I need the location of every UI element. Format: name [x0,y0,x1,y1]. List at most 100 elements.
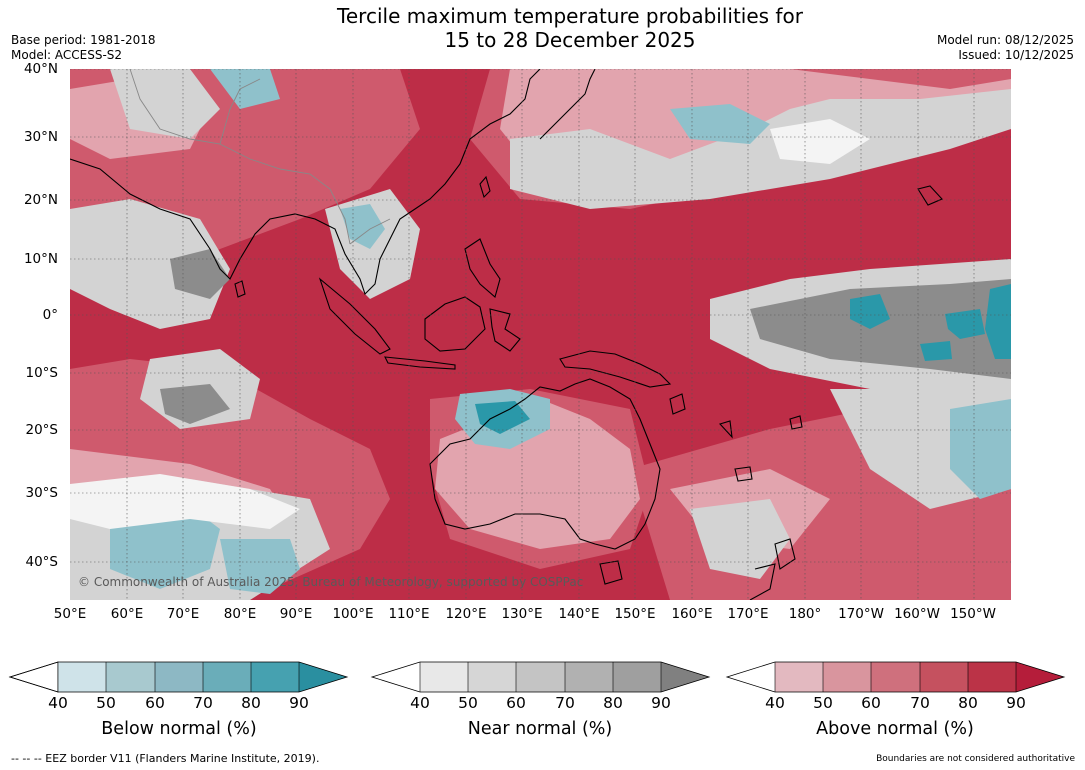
below-normal-label: Below normal (%) [101,719,257,739]
colorbar-segment [106,662,155,692]
solomon-islands-outline [669,393,686,415]
colorbar-tick: 80 [241,694,261,712]
lon-label: 150°E [614,606,656,622]
colorbar-tick: 60 [506,694,526,712]
lat-label: 10°N [23,251,58,267]
colorbar-near-normal [370,661,711,693]
lat-label: 30°S [25,485,59,501]
colorbar-tick: 40 [410,694,430,712]
colorbar-segment [1016,662,1064,692]
model-run-text: Model run: 08/12/2025 [936,33,1074,47]
lon-label: 180° [788,606,822,622]
colorbar-segment [203,662,251,692]
colorbar-tick: 50 [458,694,478,712]
colorbar-tick: 40 [48,694,68,712]
base-period-text: Base period: 1981-2018 [11,33,156,47]
lon-label: 160°E [671,606,713,622]
fiji-outline [789,415,803,430]
lat-label: 40°N [23,61,58,77]
colorbar-segment [775,662,823,692]
sumatra-outline [318,277,391,355]
colorbar-segment [8,661,59,693]
colorbar-segment [155,662,203,692]
lat-label: 30°N [23,129,58,145]
issued-text: Issued: 10/12/2025 [958,48,1074,62]
lon-label: 170°E [727,606,769,622]
colorbar-tick: 70 [555,694,575,712]
lon-label: 160°W [894,606,940,622]
colorbar-tick: 50 [96,694,116,712]
lon-label: 100°E [332,606,374,622]
lat-label: 40°S [25,554,59,570]
java-outline [384,356,456,370]
asia-mainland-coast [70,69,541,296]
new-zealand-south-outline [749,563,776,600]
lon-label: 50°E [53,606,87,622]
lon-label: 140°E [558,606,600,622]
eez-note: -- -- -- EEZ border V11 (Flanders Marine… [11,752,320,765]
lon-label: 170°W [838,606,884,622]
colorbar-above-normal [725,661,1066,693]
model-text: Model: ACCESS-S2 [11,48,123,62]
colorbar-tick: 40 [765,694,785,712]
colorbar-segment [920,662,968,692]
colorbar-legend [8,661,1066,693]
low-probability-regions [70,119,870,529]
colorbar-tick: 80 [958,694,978,712]
probability-map: © Commonwealth of Australia 2025, Bureau… [70,69,1011,600]
colorbar-tick: 70 [193,694,213,712]
sulawesi-outline [489,308,521,352]
boundary-disclaimer: Boundaries are not considered authoritat… [876,754,1075,764]
map-title: Tercile maximum temperature probabilitie… [0,4,1085,52]
lon-label: 80°E [223,606,257,622]
borneo-outline [424,296,486,352]
lat-label: 0° [42,307,58,323]
lon-label: 110°E [388,606,430,622]
lon-label: 150°W [950,606,996,622]
colorbar-tick: 70 [910,694,930,712]
lon-label: 90°E [279,606,313,622]
vanuatu-outline [718,420,733,439]
colorbar-segment [613,662,661,692]
colorbar-tick: 60 [861,694,881,712]
colorbar-segment [299,662,347,692]
colorbar-segment [468,662,516,692]
lon-label: 130°E [501,606,543,622]
tasmania-outline [599,560,623,585]
new-zealand-north-outline [774,538,796,570]
above-normal-label: Above normal (%) [816,719,974,739]
colorbar-segment [58,662,106,692]
title-line-2: 15 to 28 December 2025 [444,28,696,52]
colorbar-segment [871,662,920,692]
copyright-text: © Commonwealth of Australia 2025, Bureau… [78,575,583,589]
lat-label: 20°N [23,192,58,208]
colorbar-segment [565,662,613,692]
lat-label: 20°S [25,422,59,438]
colorbar-tick: 90 [289,694,309,712]
lon-label: 70°E [166,606,200,622]
japan-outline [539,69,596,140]
coastlines [70,69,943,600]
colorbar-tick: 60 [145,694,165,712]
title-line-1: Tercile maximum temperature probabilitie… [337,4,803,28]
australia-outline [429,378,661,550]
colorbar-below-normal [8,661,349,693]
graticule [70,69,1011,600]
colorbar-tick: 50 [813,694,833,712]
lon-label: 60°E [110,606,144,622]
colorbar-segment [661,662,709,692]
hawaii-outline [917,185,943,206]
colorbar-segment [516,662,565,692]
philippines-outline [464,238,501,298]
lat-label: 10°S [25,365,59,381]
colorbar-tick: 90 [651,694,671,712]
colorbar-tick: 80 [603,694,623,712]
near-normal-label: Near normal (%) [467,719,613,739]
country-borders [129,69,391,245]
colorbar-tick: 90 [1006,694,1026,712]
lon-label: 120°E [445,606,487,622]
new-caledonia-outline [734,466,753,482]
colorbar-segment [968,662,1016,692]
sri-lanka-outline [234,280,246,298]
colorbar-segment [823,662,871,692]
